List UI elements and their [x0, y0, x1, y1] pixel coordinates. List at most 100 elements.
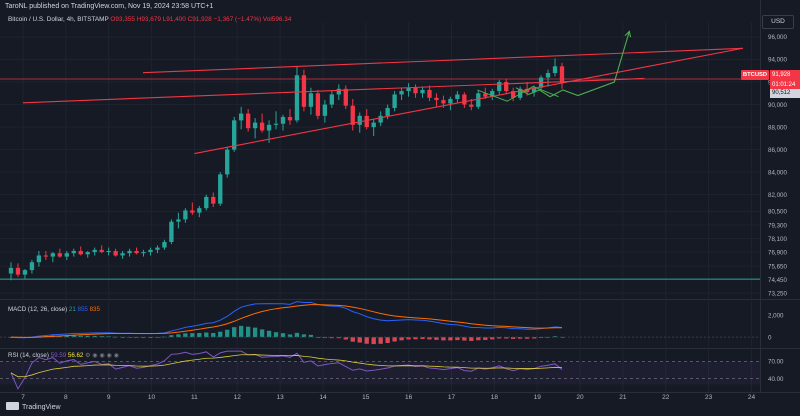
macd-histogram-bar [371, 337, 376, 345]
candle-body [357, 115, 362, 125]
symbol-price-tag: BTCUSD [741, 70, 769, 80]
candle-body [511, 91, 516, 98]
grid-lines [0, 0, 800, 393]
open-value: O93,355 [110, 16, 135, 23]
macd-histogram-bar [511, 337, 516, 339]
y-tick-label: 84,000 [768, 169, 787, 176]
rsi-legend: RSI (14, close) 59.59 56.62 ⚙ ◉ ◉ ◉ ◉ [8, 352, 119, 359]
y-tick-label: 79,300 [768, 222, 787, 229]
candle-body [71, 250, 76, 254]
macd-histogram-bar [427, 337, 432, 340]
rsi-tick-label: 70.00 [768, 359, 784, 366]
x-tick-label: 13 [276, 394, 284, 401]
macd-histogram-bar [78, 335, 83, 338]
macd-histogram-bar [497, 337, 502, 339]
time-axis[interactable]: 7 8 9 10 11 12 13 14 15 16 17 18 19 20 21 22 23 24 [21, 394, 755, 401]
macd-histogram-bar [190, 333, 195, 338]
macd-histogram-bar [343, 337, 348, 340]
candle-body [197, 208, 202, 213]
macd-histogram-bar [531, 337, 537, 339]
candle-body [252, 122, 258, 129]
macd-histogram-bar [71, 335, 76, 338]
rsi-label[interactable]: RSI (14, close) [8, 352, 49, 359]
candle-body [462, 94, 467, 105]
y-tick-label: 80,500 [768, 209, 787, 216]
candle-body [483, 93, 488, 97]
candle-body [64, 253, 69, 257]
horizontal-lines [0, 78, 760, 280]
brand-name: TradingView [22, 404, 61, 411]
macd-histogram-bar [329, 337, 334, 339]
macd-line-value: 855 [77, 306, 88, 313]
candle-body [378, 115, 383, 123]
candle-body [385, 107, 390, 116]
candle-body [218, 174, 223, 204]
candle-body [343, 88, 348, 106]
macd-histogram-bar [490, 337, 495, 340]
x-tick-label: 11 [191, 394, 198, 401]
candle-body [406, 87, 411, 92]
candle-body [162, 241, 167, 248]
macd-histogram-bar [197, 333, 202, 338]
macd-tick-label: 0 [768, 334, 772, 341]
rsi-ma-line [10, 354, 563, 378]
macd-histogram-bar [252, 327, 258, 338]
macd-label[interactable]: MACD (12, 26, close) [8, 306, 68, 313]
candle-body [127, 250, 132, 254]
projection-path [515, 31, 630, 98]
tradingview-logo-icon [6, 402, 19, 410]
y-tick-label: 73,250 [768, 290, 787, 297]
candle-body [204, 196, 209, 209]
x-tick-label: 9 [107, 394, 111, 401]
candle-body [155, 247, 160, 250]
candle-body [336, 88, 341, 95]
ohlc-legend: Bitcoin / U.S. Dollar, 4h, BITSTAMP O93,… [8, 16, 291, 23]
candle-body [78, 250, 83, 255]
symbol-name[interactable]: Bitcoin / U.S. Dollar, 4h, BITSTAMP [8, 16, 109, 23]
y-tick-label: 90,000 [768, 102, 787, 109]
macd-histogram-bar [441, 337, 446, 341]
y-tick-label: 94,000 [768, 57, 787, 64]
macd-histogram-bar [225, 329, 230, 338]
tradingview-brand: TradingView [6, 402, 61, 411]
projection-arrowhead [624, 30, 632, 38]
macd-histogram-bar [413, 337, 418, 340]
macd-line [10, 301, 563, 339]
x-tick-label: 7 [21, 394, 25, 401]
x-tick-label: 8 [64, 394, 68, 401]
macd-histogram-bar [141, 337, 146, 338]
rsi-line [10, 350, 563, 390]
candle-body [232, 120, 237, 150]
rsi-settings-icon[interactable]: ⚙ ◉ ◉ ◉ ◉ [85, 352, 120, 359]
bar-countdown: 01:01:24 [772, 82, 796, 88]
candle-body [141, 252, 146, 254]
candle-body [315, 93, 321, 116]
candle-body [134, 250, 139, 254]
x-tick-label: 10 [148, 394, 156, 401]
macd-histogram-bar [245, 326, 251, 338]
candle-body [399, 91, 404, 95]
candle-body [322, 104, 328, 116]
candle-body [273, 123, 279, 125]
macd-histogram-bar [169, 335, 174, 338]
macd-histogram-bar [120, 336, 125, 338]
wedge-zigzag [477, 86, 559, 102]
candle-body [364, 115, 369, 128]
currency-selector[interactable]: USD [762, 15, 794, 29]
candle-body [99, 249, 104, 253]
macd-histogram-bar [294, 332, 300, 338]
macd-histogram-bar [218, 331, 223, 338]
macd-histogram-bar [504, 337, 509, 339]
macd-histogram-bar [448, 337, 453, 341]
candle-body [545, 73, 551, 78]
candle-body [476, 93, 481, 107]
candle-body [559, 66, 565, 84]
wedge-lower-line [194, 47, 743, 155]
low-price-tag: 90,512 [770, 89, 800, 98]
change-value: −1,367 (−1.47%) [213, 16, 262, 23]
macd-signal-line [10, 304, 563, 338]
candle-body [448, 98, 453, 104]
macd-histogram-bar [385, 337, 390, 343]
